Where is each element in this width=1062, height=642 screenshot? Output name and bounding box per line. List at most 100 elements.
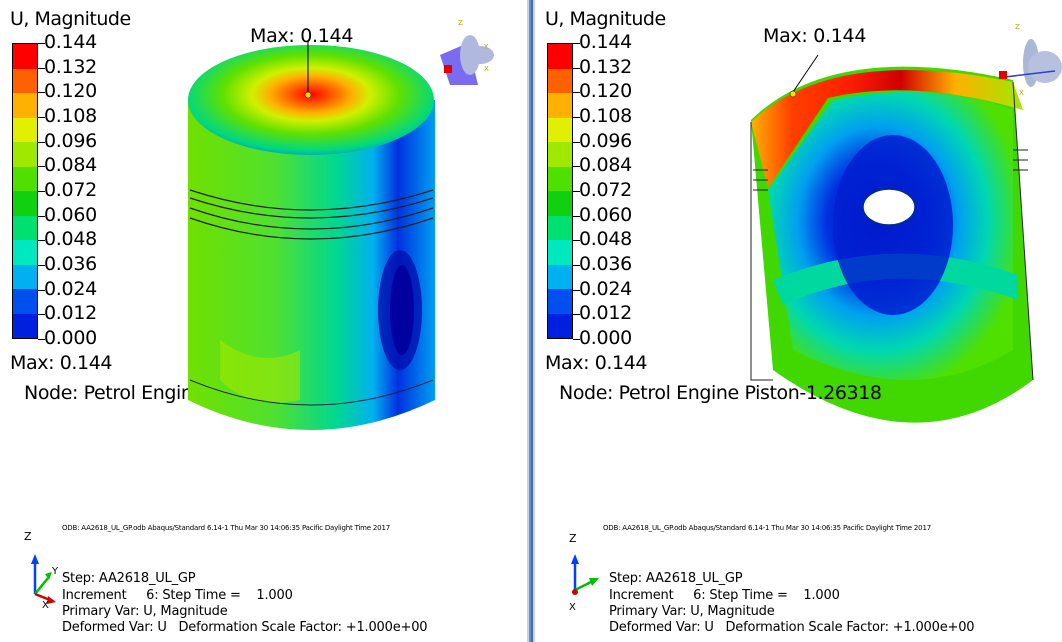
max-label: Max: 0.144: [763, 25, 867, 47]
legend-tick: [573, 339, 580, 340]
legend-tick: [38, 43, 45, 44]
primary-var-info: Primary Var: U, Magnitude: [62, 604, 228, 619]
legend-swatch: [13, 142, 37, 167]
legend-label: 0.012: [44, 302, 97, 325]
svg-text:Y: Y: [483, 43, 489, 51]
legend-tick: [38, 166, 45, 168]
increment-info: Increment 6: Step Time = 1.000: [62, 588, 293, 603]
legend-swatch: [548, 215, 572, 240]
legend-tick: [573, 117, 580, 118]
legend-tick: [38, 314, 45, 316]
svg-text:X: X: [42, 600, 49, 608]
legend-tick: [573, 215, 580, 217]
legend-tick: [573, 265, 580, 266]
legend-title: U, Magnitude: [545, 8, 666, 30]
deformed-var-info: Deformed Var: U Deformation Scale Factor…: [62, 620, 428, 635]
legend-swatch: [548, 264, 572, 289]
legend-tick: [38, 240, 45, 242]
legend-swatch: [548, 240, 572, 265]
svg-text:Y: Y: [51, 566, 59, 577]
viewport-left[interactable]: U, Magnitude 0.144 0.132 0.120 0.108 0.096 0.…: [0, 0, 527, 642]
legend-tick: [38, 265, 45, 266]
svg-text:Z: Z: [24, 530, 32, 543]
legend-swatch: [548, 313, 572, 338]
legend-tick: [38, 339, 45, 340]
deformed-var-info: Deformed Var: U Deformation Scale Factor…: [609, 620, 975, 635]
legend-swatch: [13, 191, 37, 216]
legend-tick: [38, 191, 45, 192]
coordinate-triad-icon: Z X: [569, 532, 599, 613]
legend-swatch: [548, 289, 572, 314]
viewport-right[interactable]: U, Magnitude 0.144 0.132 0.120 0.108 0.096 0.…: [535, 0, 1062, 642]
legend-tick: [573, 314, 580, 316]
legend-label: 0.096: [579, 129, 632, 152]
increment-info: Increment 6: Step Time = 1.000: [609, 588, 840, 603]
legend-label: 0.000: [44, 327, 97, 349]
svg-text:Z: Z: [458, 19, 463, 27]
legend-swatch: [548, 117, 572, 142]
legend-label: 0.084: [44, 154, 97, 177]
legend-tick: [573, 67, 580, 69]
legend-label: 0.108: [579, 105, 632, 127]
view-orientation-icon[interactable]: Z Y X: [430, 15, 510, 95]
legend-swatch: [548, 93, 572, 118]
legend-label: 0.108: [44, 105, 97, 127]
legend-label: 0.096: [44, 129, 97, 152]
legend-tick: [573, 141, 580, 143]
legend-color-bar: [12, 43, 38, 339]
legend-swatch: [13, 44, 37, 69]
primary-var-info: Primary Var: U, Magnitude: [609, 604, 775, 619]
legend-label: 0.084: [579, 154, 632, 177]
odb-info: ODB: AA2618_UL_GP.odb Abaqus/Standard 6.…: [603, 524, 931, 532]
legend-title: U, Magnitude: [10, 8, 131, 30]
legend-swatch: [548, 166, 572, 191]
legend-color-bar: [547, 43, 573, 339]
legend-label: 0.072: [579, 179, 632, 201]
legend-max: Max: 0.144: [10, 352, 113, 374]
legend-swatch: [548, 68, 572, 93]
legend-tick: [38, 117, 45, 118]
step-info: Step: AA2618_UL_GP: [609, 571, 743, 586]
legend-node: Node: Petrol Engine Piston-1.26318: [559, 382, 882, 404]
legend-label: 0.120: [579, 80, 632, 103]
legend-swatch: [13, 68, 37, 93]
legend-label: 0.060: [44, 203, 97, 226]
legend-label: 0.048: [579, 228, 632, 251]
legend-swatch: [13, 240, 37, 265]
legend-label: 0.144: [579, 31, 632, 53]
svg-text:Z: Z: [1015, 23, 1020, 31]
legend-tick: [573, 191, 580, 192]
legend-label: 0.000: [579, 327, 632, 349]
legend-tick: [38, 92, 45, 94]
legend-label: 0.036: [44, 253, 97, 275]
legend-tick: [38, 215, 45, 217]
legend-tick: [38, 67, 45, 69]
odb-info: ODB: AA2618_UL_GP.odb Abaqus/Standard 6.…: [62, 524, 390, 532]
legend-tick: [573, 92, 580, 94]
viewport-divider[interactable]: [527, 0, 535, 642]
legend-label: 0.120: [44, 80, 97, 103]
legend-label: 0.132: [579, 55, 632, 78]
legend-label: 0.048: [44, 228, 97, 251]
piston-section-model[interactable]: [713, 50, 1062, 440]
legend-tick: [38, 141, 45, 143]
legend-label: 0.144: [44, 31, 97, 53]
legend-max: Max: 0.144: [545, 352, 648, 374]
step-info: Step: AA2618_UL_GP: [62, 571, 196, 586]
legend-label: 0.132: [44, 55, 97, 78]
legend-tick: [573, 166, 580, 168]
legend-swatch: [13, 166, 37, 191]
legend-tick: [38, 289, 45, 291]
max-label: Max: 0.144: [250, 25, 354, 47]
legend-swatch: [13, 117, 37, 142]
legend-swatch: [13, 264, 37, 289]
legend-tick: [573, 240, 580, 242]
legend-swatch: [548, 44, 572, 69]
legend-label: 0.036: [579, 253, 632, 275]
legend-swatch: [13, 289, 37, 314]
piston-model[interactable]: [180, 40, 450, 450]
legend-tick: [573, 43, 580, 44]
legend-label: 0.024: [44, 277, 97, 300]
view-orientation-icon[interactable]: Z X: [995, 15, 1062, 105]
legend-tick: [573, 289, 580, 291]
